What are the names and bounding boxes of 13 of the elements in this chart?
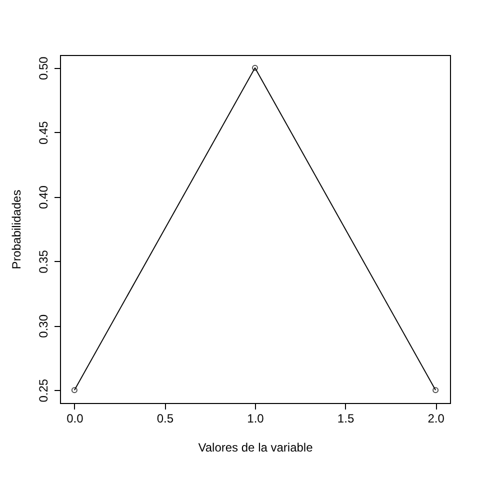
y-axis-title: Probabilidades [10,190,24,270]
y-tick-label: 0.30 [36,314,50,338]
y-tick-label: 0.45 [36,120,50,145]
y-tick-label: 0.35 [36,250,50,274]
x-tick-label: 2.0 [428,412,445,426]
y-tick-label: 0.25 [36,378,50,402]
x-axis-title: Valores de la variable [198,440,314,454]
x-tick-label: 1.0 [247,412,264,426]
y-tick-label: 0.40 [36,185,50,209]
x-tick-label: 0.5 [156,412,174,426]
x-tick-label: 1.5 [337,412,354,426]
x-tick-label: 0.0 [66,412,84,426]
y-tick-label: 0.50 [36,56,50,80]
